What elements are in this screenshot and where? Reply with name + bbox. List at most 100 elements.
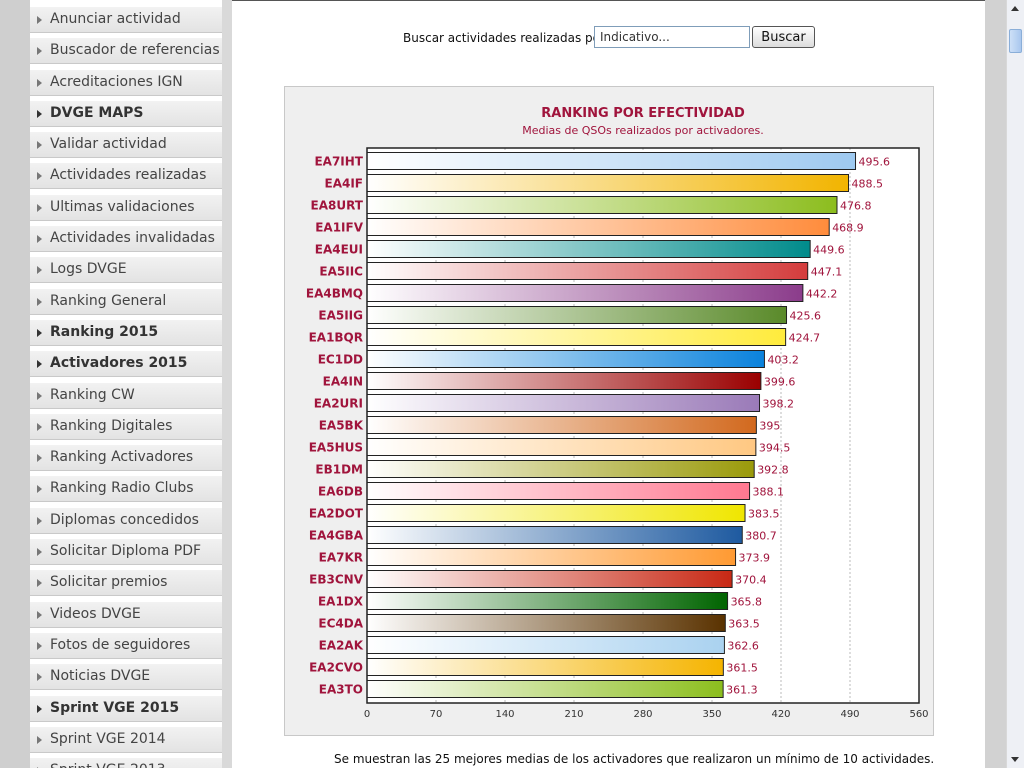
category-label: EB1DM: [315, 463, 363, 477]
value-label: 363.5: [728, 618, 760, 631]
sidebar-item[interactable]: Ranking General: [30, 287, 222, 315]
value-label: 424.7: [789, 332, 821, 345]
arrow-right-icon: [37, 109, 42, 118]
sidebar-item-label: Sprint VGE 2015: [50, 699, 180, 716]
category-label: EA2URI: [314, 397, 363, 411]
value-label: 476.8: [840, 200, 872, 213]
sidebar-item[interactable]: Anunciar actividad: [30, 6, 222, 33]
value-label: 398.2: [763, 398, 795, 411]
sidebar: Anunciar actividad Buscador de referencia…: [30, 0, 222, 768]
category-label: EA1BQR: [309, 331, 363, 345]
arrow-right-icon: [37, 266, 42, 275]
arrow-right-icon: [37, 16, 42, 24]
bar: [366, 526, 743, 544]
value-label: 370.4: [735, 574, 767, 587]
ranking-chart-panel: RANKING POR EFECTIVIDAD Medias de QSOs r…: [284, 86, 934, 736]
sidebar-item[interactable]: Ultimas validaciones: [30, 193, 222, 221]
sidebar-item[interactable]: Validar actividad: [30, 131, 222, 159]
arrow-right-icon: [37, 641, 42, 650]
chart-subtitle: Medias de QSOs realizados por activadore…: [522, 124, 764, 137]
bar: [366, 306, 788, 324]
sidebar-item[interactable]: Videos DVGE: [30, 600, 222, 628]
search-button[interactable]: Buscar: [752, 26, 815, 48]
bar: [366, 350, 765, 368]
sidebar-item[interactable]: Ranking CW: [30, 381, 222, 409]
value-label: 392.8: [757, 464, 789, 477]
x-tick-label: 0: [364, 709, 370, 720]
sidebar-item-label: Logs DVGE: [50, 261, 127, 278]
sidebar-item[interactable]: Acreditaciones IGN: [30, 68, 222, 96]
sidebar-item-label: Actividades invalidadas: [50, 230, 215, 247]
bar: [366, 504, 746, 522]
category-label: EC1DD: [318, 353, 363, 367]
sidebar-item[interactable]: Solicitar premios: [30, 569, 222, 597]
category-label: EA4GBA: [309, 529, 364, 543]
sidebar-item[interactable]: Buscador de referencias: [30, 37, 222, 65]
sidebar-item-label: Fotos de seguidores: [50, 636, 191, 653]
sidebar-item[interactable]: Actividades realizadas: [30, 162, 222, 190]
sidebar-item[interactable]: Solicitar Diploma PDF: [30, 538, 222, 566]
sidebar-item-label: Sprint VGE 2014: [50, 730, 166, 747]
value-label: 403.2: [767, 354, 799, 367]
value-label: 388.1: [753, 486, 785, 499]
category-label: EB3CNV: [309, 573, 364, 587]
sidebar-item[interactable]: Ranking Radio Clubs: [30, 475, 222, 503]
bar: [366, 218, 830, 236]
arrow-down-icon: [1011, 757, 1019, 762]
sidebar-item-label: Solicitar Diploma PDF: [50, 543, 202, 560]
value-label: 361.3: [726, 684, 758, 697]
sidebar-item-label: Sprint VGE 2013: [50, 762, 166, 768]
plot-frame: [366, 147, 920, 704]
bar: [366, 548, 737, 566]
sidebar-item-label: Actividades realizadas: [50, 167, 207, 184]
sidebar-item-label: Noticias DVGE: [50, 668, 151, 685]
arrow-right-icon: [37, 422, 42, 431]
bar: [366, 636, 725, 654]
x-tick-label: 420: [771, 709, 790, 720]
sidebar-item[interactable]: Logs DVGE: [30, 256, 222, 284]
scroll-up-button[interactable]: [1008, 1, 1023, 16]
category-label: EA8URT: [311, 199, 364, 213]
sidebar-item[interactable]: Actividades invalidadas: [30, 225, 222, 253]
bar: [366, 328, 787, 346]
arrow-right-icon: [37, 328, 42, 337]
top-divider: [232, 0, 985, 1]
category-label: EA1DX: [318, 595, 364, 609]
sidebar-item[interactable]: Sprint VGE 2014: [30, 725, 222, 753]
sidebar-item[interactable]: Ranking 2015: [30, 318, 222, 346]
sidebar-item[interactable]: Diplomas concedidos: [30, 506, 222, 534]
sidebar-menu: Anunciar actividad Buscador de referencia…: [30, 6, 222, 768]
value-label: 425.6: [790, 310, 822, 323]
x-tick-label: 210: [564, 709, 583, 720]
category-label: EA3TO: [319, 683, 363, 697]
arrow-right-icon: [37, 391, 42, 400]
bar: [366, 570, 733, 588]
sidebar-item-label: Ranking General: [50, 292, 167, 309]
scrollbar-thumb[interactable]: [1009, 29, 1022, 53]
bar: [366, 680, 724, 698]
sidebar-item[interactable]: Sprint VGE 2015: [30, 694, 222, 722]
value-label: 383.5: [748, 508, 780, 521]
sidebar-item[interactable]: Noticias DVGE: [30, 663, 222, 691]
sidebar-item-label: DVGE MAPS: [50, 104, 144, 121]
arrow-right-icon: [37, 704, 42, 713]
scroll-down-button[interactable]: [1008, 752, 1023, 767]
footer-note: Se muestran las 25 mejores medias de los…: [334, 752, 935, 766]
category-label: EA2DOT: [309, 507, 364, 521]
sidebar-item[interactable]: Fotos de seguidores: [30, 631, 222, 659]
vertical-scrollbar[interactable]: [1006, 0, 1024, 768]
sidebar-item-label: Anunciar actividad: [50, 11, 181, 27]
callsign-search-input[interactable]: [594, 26, 750, 48]
sidebar-item[interactable]: Activadores 2015: [30, 350, 222, 378]
value-label: 365.8: [731, 596, 763, 609]
value-label: 380.7: [745, 530, 777, 543]
sidebar-item-label: Ranking 2015: [50, 323, 159, 340]
sidebar-item-label: Ranking CW: [50, 386, 135, 403]
sidebar-item[interactable]: DVGE MAPS: [30, 99, 222, 127]
sidebar-item-label: Ranking Activadores: [50, 449, 194, 466]
sidebar-item[interactable]: Sprint VGE 2013: [30, 757, 222, 768]
value-label: 449.6: [813, 244, 845, 257]
left-frame-shade: [0, 0, 30, 768]
sidebar-item[interactable]: Ranking Digitales: [30, 412, 222, 440]
sidebar-item[interactable]: Ranking Activadores: [30, 444, 222, 472]
